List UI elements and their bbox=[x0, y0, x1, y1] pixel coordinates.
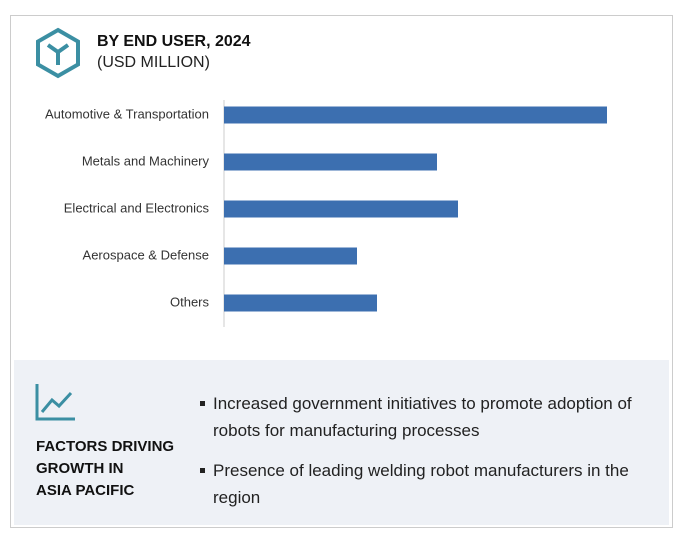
trend-icon bbox=[35, 384, 75, 421]
bar bbox=[224, 153, 437, 171]
y-tick-label: Automotive & Transportation bbox=[45, 106, 209, 121]
heading-line: GROWTH IN bbox=[36, 460, 124, 477]
factors-panel bbox=[14, 360, 669, 525]
y-tick-label: Metals and Machinery bbox=[82, 153, 210, 168]
chart-title: BY END USER, 2024 bbox=[97, 33, 251, 50]
heading-line: ASIA PACIFIC bbox=[36, 482, 135, 499]
bar bbox=[224, 200, 458, 218]
hex-icon bbox=[36, 27, 80, 79]
chart-subtitle: (USD MILLION) bbox=[97, 54, 210, 71]
bar bbox=[224, 106, 607, 124]
frame bbox=[10, 15, 673, 528]
bar bbox=[224, 294, 377, 312]
y-tick-label: Aerospace & Defense bbox=[83, 247, 209, 262]
bullet: Presence of leading welding robot manufa… bbox=[200, 457, 660, 511]
y-tick-label: Electrical and Electronics bbox=[64, 200, 210, 215]
heading-line: FACTORS DRIVING bbox=[36, 438, 175, 455]
factors-list: Increased government initiatives to prom… bbox=[200, 390, 660, 524]
y-tick-label: Others bbox=[170, 294, 210, 309]
factors-heading: FACTORS DRIVING GROWTH IN ASIA PACIFIC bbox=[36, 436, 174, 502]
bar bbox=[224, 247, 357, 265]
bullet: Increased government initiatives to prom… bbox=[200, 390, 660, 444]
